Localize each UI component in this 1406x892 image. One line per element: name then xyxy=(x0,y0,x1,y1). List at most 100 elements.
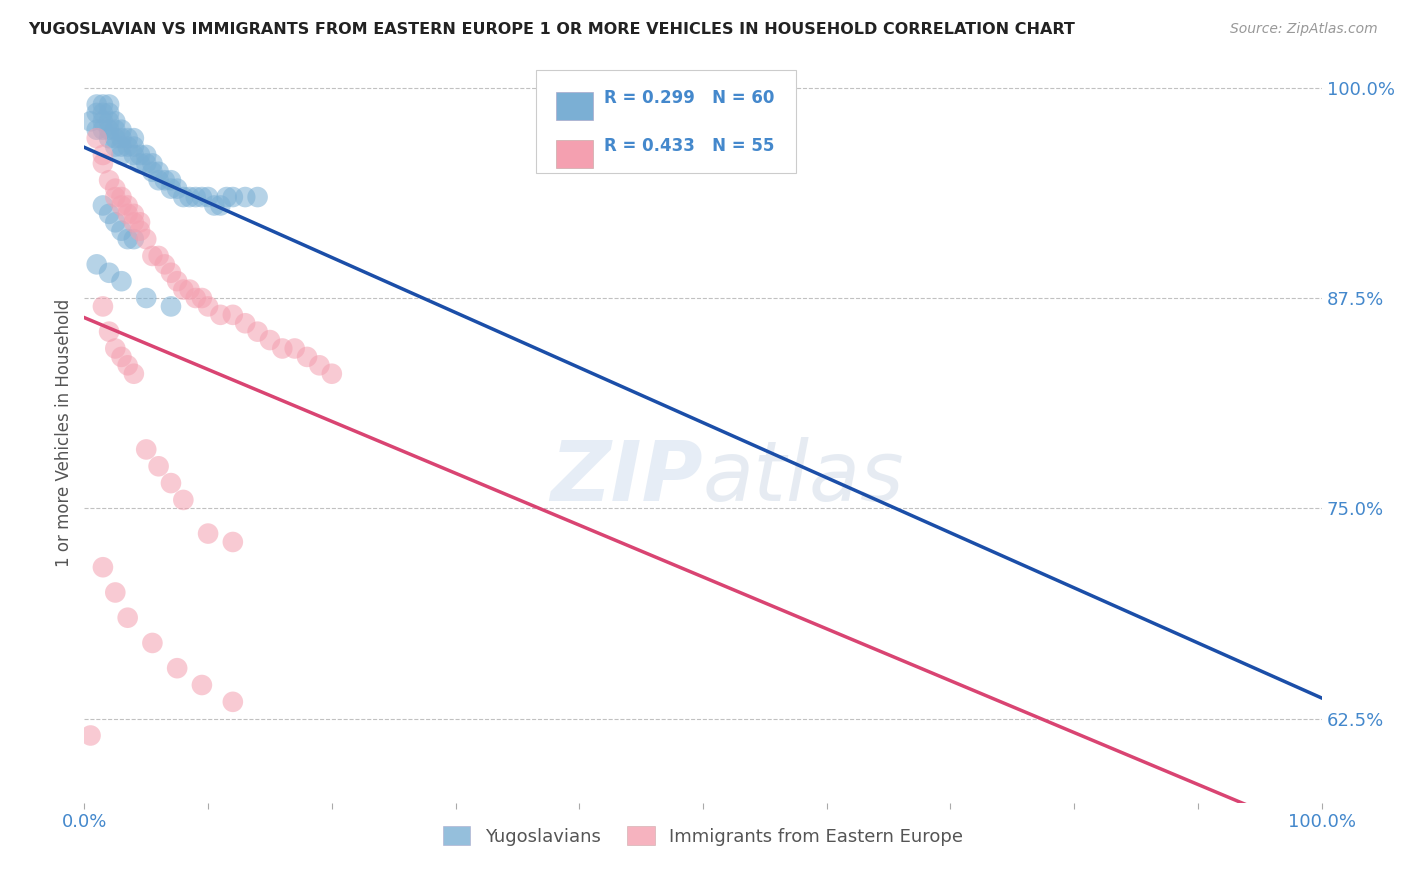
FancyBboxPatch shape xyxy=(536,70,796,173)
Legend: Yugoslavians, Immigrants from Eastern Europe: Yugoslavians, Immigrants from Eastern Eu… xyxy=(436,819,970,853)
Point xyxy=(160,300,183,314)
Point xyxy=(160,266,183,280)
Point xyxy=(104,342,127,356)
Point xyxy=(197,526,219,541)
Point xyxy=(202,198,225,212)
Point xyxy=(79,729,101,743)
Point xyxy=(98,122,121,136)
Point xyxy=(191,190,214,204)
Point xyxy=(148,459,170,474)
Point xyxy=(179,190,201,204)
Point xyxy=(308,359,330,373)
Point xyxy=(209,198,232,212)
Point xyxy=(222,308,245,322)
Point xyxy=(117,131,139,145)
Point xyxy=(148,165,170,179)
Point xyxy=(98,114,121,128)
Point xyxy=(122,148,145,162)
Point xyxy=(197,300,219,314)
Point xyxy=(172,492,194,507)
Point xyxy=(209,308,232,322)
Point xyxy=(117,139,139,153)
Point xyxy=(117,359,139,373)
Point xyxy=(135,442,157,457)
Point xyxy=(110,131,132,145)
Point xyxy=(91,148,114,162)
Point xyxy=(91,114,114,128)
Point xyxy=(135,232,157,246)
Point xyxy=(110,139,132,153)
Point xyxy=(104,139,127,153)
FancyBboxPatch shape xyxy=(555,140,593,168)
Point xyxy=(191,291,214,305)
Point xyxy=(98,173,121,187)
Point xyxy=(91,198,114,212)
Point xyxy=(172,190,194,204)
Point xyxy=(104,181,127,195)
Point xyxy=(110,198,132,212)
Point xyxy=(98,97,121,112)
Point xyxy=(321,367,343,381)
Point xyxy=(222,535,245,549)
Point xyxy=(215,190,238,204)
Point xyxy=(98,325,121,339)
Point xyxy=(222,695,245,709)
Point xyxy=(86,131,108,145)
Text: atlas: atlas xyxy=(703,436,904,517)
Point xyxy=(110,122,132,136)
Point xyxy=(141,165,163,179)
Point xyxy=(91,106,114,120)
Point xyxy=(166,181,188,195)
Point xyxy=(98,207,121,221)
Point xyxy=(110,190,132,204)
Point xyxy=(110,274,132,288)
Point xyxy=(122,139,145,153)
Point xyxy=(135,156,157,170)
Point xyxy=(117,232,139,246)
FancyBboxPatch shape xyxy=(555,92,593,120)
Text: R = 0.433   N = 55: R = 0.433 N = 55 xyxy=(605,136,775,154)
Point xyxy=(91,97,114,112)
Point xyxy=(86,122,108,136)
Point xyxy=(129,215,152,229)
Point xyxy=(184,291,207,305)
Text: YUGOSLAVIAN VS IMMIGRANTS FROM EASTERN EUROPE 1 OR MORE VEHICLES IN HOUSEHOLD CO: YUGOSLAVIAN VS IMMIGRANTS FROM EASTERN E… xyxy=(28,22,1076,37)
Point xyxy=(104,190,127,204)
Point xyxy=(259,333,281,347)
Point xyxy=(117,611,139,625)
Point xyxy=(135,148,157,162)
Point xyxy=(160,173,183,187)
Point xyxy=(141,156,163,170)
Point xyxy=(110,148,132,162)
Point xyxy=(91,156,114,170)
Point xyxy=(141,249,163,263)
Point xyxy=(179,283,201,297)
Point xyxy=(246,190,269,204)
Point xyxy=(110,224,132,238)
Text: Source: ZipAtlas.com: Source: ZipAtlas.com xyxy=(1230,22,1378,37)
Text: R = 0.299   N = 60: R = 0.299 N = 60 xyxy=(605,88,775,107)
Point xyxy=(122,367,145,381)
Point xyxy=(222,190,245,204)
Point xyxy=(153,257,176,271)
Point xyxy=(104,585,127,599)
Point xyxy=(117,207,139,221)
Point xyxy=(233,190,256,204)
Point xyxy=(91,300,114,314)
Point xyxy=(122,207,145,221)
Point xyxy=(284,342,307,356)
Point xyxy=(166,661,188,675)
Point xyxy=(129,156,152,170)
Point xyxy=(122,131,145,145)
Point xyxy=(122,232,145,246)
Point xyxy=(104,131,127,145)
Point xyxy=(122,215,145,229)
Point xyxy=(148,249,170,263)
Text: ZIP: ZIP xyxy=(550,436,703,517)
Point xyxy=(104,114,127,128)
Point xyxy=(110,350,132,364)
Point xyxy=(135,291,157,305)
Point xyxy=(246,325,269,339)
Point xyxy=(91,560,114,574)
Point xyxy=(184,190,207,204)
